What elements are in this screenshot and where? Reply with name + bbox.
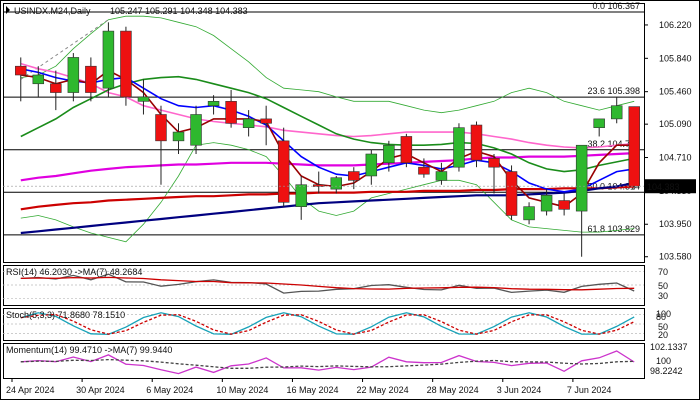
rsi-line xyxy=(20,276,635,291)
candle-bear xyxy=(50,83,62,93)
x-axis-label: 28 May 2024 xyxy=(427,385,479,395)
candle-bull xyxy=(190,114,202,146)
candle-bear xyxy=(120,30,132,98)
price-tick-label: 103.950 xyxy=(659,219,692,229)
rsi-axis-label: 30 xyxy=(658,291,668,301)
candle-bear xyxy=(628,106,640,187)
stoch-line xyxy=(20,312,635,336)
momentum-axis-label: 98.2242 xyxy=(650,366,683,376)
candle-bull xyxy=(523,206,535,221)
ma-line xyxy=(20,181,635,235)
stoch-frame xyxy=(3,308,645,341)
x-axis-label: 30 Apr 2024 xyxy=(76,385,125,395)
momentum-frame xyxy=(3,343,645,379)
momentum-line xyxy=(20,350,635,375)
candle-bull xyxy=(593,118,605,128)
ma-line xyxy=(20,152,635,182)
candle-bear xyxy=(505,171,518,216)
candle-bull xyxy=(330,177,342,190)
candle-bull xyxy=(435,171,448,181)
symbol-label: USINDX.M24,Daily xyxy=(14,6,91,16)
rsi-frame xyxy=(3,265,645,306)
stoch-axis-label: 50 xyxy=(658,322,668,332)
price-tick-label: 105.090 xyxy=(659,119,692,129)
candle-bull xyxy=(365,153,378,177)
price-tick-label: 103.580 xyxy=(659,252,692,262)
momentum-axis-label: 102.1337 xyxy=(650,342,688,352)
candle-bear xyxy=(85,65,97,93)
price-tick-label: 106.220 xyxy=(659,20,692,30)
rsi-line xyxy=(20,273,635,294)
candle-bull xyxy=(32,74,45,85)
candle-bull xyxy=(137,96,150,102)
candle-bear xyxy=(277,140,290,203)
momentum-line xyxy=(20,358,635,369)
candle-bear xyxy=(470,124,483,161)
stoch-axis-label: 100 xyxy=(656,309,671,319)
x-axis-label: 3 Jun 2024 xyxy=(497,385,542,395)
envelope-lower xyxy=(20,142,635,243)
fib-label: 23.6 105.398 xyxy=(587,86,640,96)
ohlc-label: 105.247 105.291 104.348 104.383 xyxy=(110,6,248,16)
stoch-axis-label: 80 xyxy=(656,312,666,322)
stoch-line xyxy=(20,313,635,335)
x-axis-label: 24 Apr 2024 xyxy=(6,385,55,395)
x-axis-label: 6 May 2024 xyxy=(146,385,193,395)
stoch-label: Stoch(5,3,3) 71.8680 78.1510 xyxy=(6,310,125,320)
candle-bear xyxy=(260,118,272,124)
envelope-upper xyxy=(20,15,635,114)
candle-bear xyxy=(348,171,360,181)
candle-bear xyxy=(488,158,500,168)
price-tick-label: 105.460 xyxy=(659,87,692,97)
candle-bear xyxy=(558,200,570,210)
momentum-label: Momentum(14) 99.4710 ->MA(7) 99.9440 xyxy=(6,345,172,355)
candle-bull xyxy=(207,101,220,107)
fib-label: 61.8 103.829 xyxy=(587,224,640,234)
candle-bull xyxy=(67,57,80,93)
main-panel-frame xyxy=(3,3,645,263)
stoch-axis-label: 20 xyxy=(658,330,668,340)
candle-bear xyxy=(15,65,27,76)
candle-bull xyxy=(453,127,465,168)
x-axis-label: 10 May 2024 xyxy=(216,385,268,395)
price-tick-label: 104.710 xyxy=(659,153,692,163)
candle-bull xyxy=(575,144,588,212)
rsi-label: RSI(14) 46.2030 ->MA(7) 48.2684 xyxy=(6,267,142,277)
x-axis-label: 7 Jun 2024 xyxy=(567,385,612,395)
candle-bull xyxy=(102,30,115,89)
last-price-label: 104.383 xyxy=(647,182,680,192)
ma-line xyxy=(20,185,635,211)
candle-bear xyxy=(418,166,430,175)
momentum-axis-label: 100 xyxy=(656,356,671,366)
candle-bull xyxy=(295,184,307,207)
candle-bear xyxy=(225,101,237,124)
x-axis-label: 16 May 2024 xyxy=(286,385,338,395)
candle-bear xyxy=(400,136,413,164)
candle-bull xyxy=(383,144,395,164)
candle-bull xyxy=(610,105,623,120)
candle-bull xyxy=(540,194,553,212)
x-axis-label: 22 May 2024 xyxy=(357,385,409,395)
rsi-axis-label: 50 xyxy=(658,281,668,291)
symbol-arrow-icon xyxy=(6,6,10,14)
candle-bull xyxy=(172,131,185,142)
candle-bear xyxy=(155,114,167,142)
fib-label: 0.0 106.367 xyxy=(592,1,640,11)
price-tick-label: 105.840 xyxy=(659,53,692,63)
fib-label: 38.2 104.798 xyxy=(587,139,640,149)
candle-bull xyxy=(242,118,255,128)
candle-bear xyxy=(313,184,325,187)
rsi-axis-label: 70 xyxy=(658,267,668,277)
last-price-box xyxy=(644,179,696,194)
